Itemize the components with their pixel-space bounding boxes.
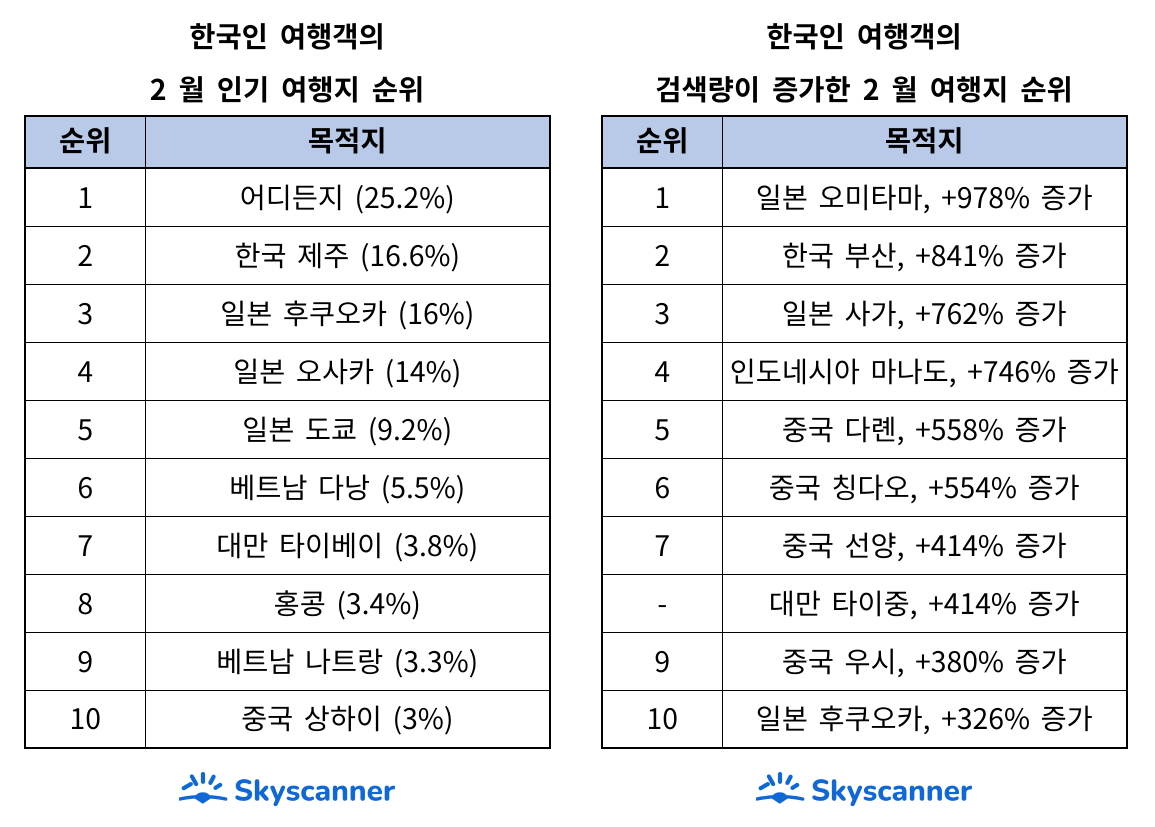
skyscanner-logo-image: [756, 770, 972, 810]
table-row: 7 중국 선양, +414% 증가: [601, 515, 1128, 575]
destination-column-header: 목적지: [721, 115, 1128, 169]
rank-cell: 2: [601, 225, 723, 285]
rank-cell: 9: [601, 631, 723, 691]
title-line2: 검색량이 증가한 2 월 여행지 순위: [655, 68, 1073, 109]
destination-cell: 베트남 다낭 (5.5%): [144, 457, 551, 517]
rank-cell: 4: [24, 341, 146, 401]
table-row: 10 중국 상하이 (3%): [24, 689, 551, 749]
destination-cell: 한국 제주 (16.6%): [144, 225, 551, 285]
table-row: - 대만 타이중, +414% 증가: [601, 573, 1128, 633]
destination-cell: 중국 상하이 (3%): [144, 689, 551, 749]
rank-column-header: 순위: [24, 115, 146, 169]
destination-cell: 일본 도쿄 (9.2%): [144, 399, 551, 459]
rank-cell: 8: [24, 573, 146, 633]
destination-cell: 일본 후쿠오카 (16%): [144, 283, 551, 343]
table-row: 10 일본 후쿠오카, +326% 증가: [601, 689, 1128, 749]
skyscanner-logo: [601, 770, 1127, 810]
table-row: 2 한국 제주 (16.6%): [24, 225, 551, 285]
table-row: 6 중국 칭다오, +554% 증가: [601, 457, 1128, 517]
destination-column-header: 목적지: [144, 115, 551, 169]
table-row: 5 중국 다롄, +558% 증가: [601, 399, 1128, 459]
rank-cell: 7: [24, 515, 146, 575]
destination-cell: 중국 다롄, +558% 증가: [721, 399, 1128, 459]
rank-cell: 3: [24, 283, 146, 343]
destination-cell: 어디든지 (25.2%): [144, 167, 551, 227]
rank-cell: 9: [24, 631, 146, 691]
skyscanner-logo-image: [179, 770, 395, 810]
table-header-row: 순위 목적지: [601, 115, 1128, 169]
table-row: 8 홍콩 (3.4%): [24, 573, 551, 633]
rank-column-header: 순위: [601, 115, 723, 169]
destination-cell: 대만 타이중, +414% 증가: [721, 573, 1128, 633]
rank-cell: 5: [601, 399, 723, 459]
destination-cell: 일본 오미타마, +978% 증가: [721, 167, 1128, 227]
destination-cell: 중국 칭다오, +554% 증가: [721, 457, 1128, 517]
title-line1: 한국인 여행객의: [189, 15, 385, 56]
rank-cell: 4: [601, 341, 723, 401]
table-row: 3 일본 사가, +762% 증가: [601, 283, 1128, 343]
panel-title: 한국인 여행객의 검색량이 증가한 2 월 여행지 순위: [601, 9, 1127, 115]
rank-cell: 6: [24, 457, 146, 517]
table-row: 3 일본 후쿠오카 (16%): [24, 283, 551, 343]
right-ranking-table: 순위 목적지 1 일본 오미타마, +978% 증가 2 한국 부산, +841…: [601, 115, 1128, 749]
table-row: 9 중국 우시, +380% 증가: [601, 631, 1128, 691]
title-line1: 한국인 여행객의: [766, 15, 962, 56]
destination-cell: 일본 후쿠오카, +326% 증가: [721, 689, 1128, 749]
table-row: 1 어디든지 (25.2%): [24, 167, 551, 227]
table-row: 1 일본 오미타마, +978% 증가: [601, 167, 1128, 227]
table-row: 6 베트남 다낭 (5.5%): [24, 457, 551, 517]
destination-cell: 인도네시아 마나도, +746% 증가: [721, 341, 1128, 401]
rank-cell: 6: [601, 457, 723, 517]
rank-cell: 10: [24, 689, 146, 749]
table-row: 4 인도네시아 마나도, +746% 증가: [601, 341, 1128, 401]
destination-cell: 중국 우시, +380% 증가: [721, 631, 1128, 691]
table-row: 4 일본 오사카 (14%): [24, 341, 551, 401]
destination-cell: 대만 타이베이 (3.8%): [144, 515, 551, 575]
rank-cell: 1: [24, 167, 146, 227]
table-row: 2 한국 부산, +841% 증가: [601, 225, 1128, 285]
destination-cell: 일본 오사카 (14%): [144, 341, 551, 401]
skyscanner-logo: [24, 770, 550, 810]
destination-cell: 베트남 나트랑 (3.3%): [144, 631, 551, 691]
rank-cell: 5: [24, 399, 146, 459]
rank-cell: 7: [601, 515, 723, 575]
title-line2: 2 월 인기 여행지 순위: [149, 68, 425, 109]
destination-cell: 홍콩 (3.4%): [144, 573, 551, 633]
panel-title: 한국인 여행객의 2 월 인기 여행지 순위: [24, 9, 550, 115]
rank-cell: -: [601, 573, 723, 633]
destination-cell: 한국 부산, +841% 증가: [721, 225, 1128, 285]
table-row: 7 대만 타이베이 (3.8%): [24, 515, 551, 575]
rank-cell: 1: [601, 167, 723, 227]
table-header-row: 순위 목적지: [24, 115, 551, 169]
table-row: 9 베트남 나트랑 (3.3%): [24, 631, 551, 691]
rank-cell: 2: [24, 225, 146, 285]
table-row: 5 일본 도쿄 (9.2%): [24, 399, 551, 459]
destination-cell: 중국 선양, +414% 증가: [721, 515, 1128, 575]
rank-cell: 10: [601, 689, 723, 749]
left-ranking-table: 순위 목적지 1 어디든지 (25.2%) 2 한국 제주 (16.6%) 3 …: [24, 115, 551, 749]
destination-cell: 일본 사가, +762% 증가: [721, 283, 1128, 343]
rank-cell: 3: [601, 283, 723, 343]
